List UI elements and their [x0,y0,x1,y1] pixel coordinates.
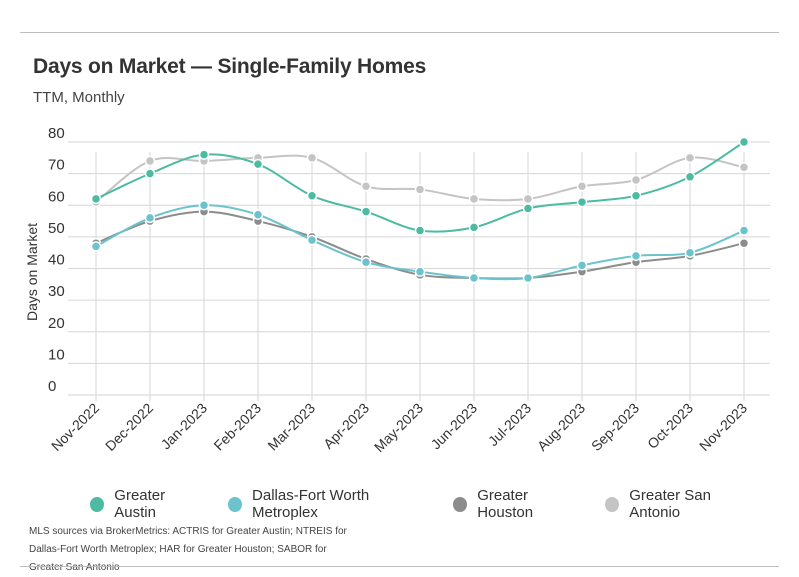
data-point [198,149,210,160]
legend: Greater Austin Dallas-Fort Worth Metrople… [90,487,759,521]
data-point [738,136,750,148]
data-point [360,181,372,192]
legend-label: Dallas-Fort Worth Metroplex [252,487,370,521]
data-point [144,168,156,179]
y-tick-label: 50 [48,220,65,237]
x-tick-label: May-2023 [371,400,426,455]
data-point [468,222,480,233]
series-group [90,136,750,284]
data-point [522,193,534,205]
top-divider [20,32,779,33]
data-point [414,225,426,236]
y-tick-label: 40 [48,252,65,269]
data-point [306,190,318,202]
data-point [198,200,210,211]
y-tick-label: 80 [48,125,65,142]
data-point [468,272,480,284]
x-tick-label: Nov-2022 [48,400,102,454]
data-point [522,203,534,214]
y-tick-label: 0 [48,378,56,395]
legend-label: Greater Houston [477,487,534,521]
data-point [468,193,480,205]
data-point [576,181,588,192]
data-point [414,184,426,195]
legend-item: Greater Austin [90,487,206,521]
x-tick-label: Jul-2023 [485,400,534,449]
data-point [252,158,264,170]
chart-title: Days on Market — Single-Family Homes [33,55,427,78]
data-point [630,190,642,202]
x-tick-label: Dec-2022 [102,400,156,454]
x-tick-label: Jan-2023 [158,400,211,453]
chart-subtitle: TTM, Monthly [33,89,125,106]
x-tick-label: Mar-2023 [264,400,318,454]
data-point [576,260,588,271]
x-tick-label: Jun-2023 [428,400,481,453]
x-tick-label: Sep-2023 [588,400,642,454]
series-greater-austin [90,136,750,236]
data-point [576,196,588,208]
data-point [252,209,264,220]
data-point [90,193,102,205]
x-tick-label: Feb-2023 [210,400,264,454]
bottom-divider [20,566,779,567]
data-point [144,155,156,167]
legend-item: Dallas-Fort Worth Metroplex [227,487,431,521]
x-tick-label: Apr-2023 [320,400,372,452]
y-tick-label: 10 [48,346,65,363]
x-axis-ticks: Nov-2022 Dec-2022 Jan-2023 Feb-2023 Mar-2023… [48,400,750,455]
data-point [684,152,696,164]
x-tick-label: Aug-2023 [534,400,588,454]
y-tick-label: 60 [48,188,65,205]
x-tick-label: Oct-2023 [644,400,696,452]
data-point [738,162,750,173]
data-point [522,272,534,284]
legend-swatch [90,496,105,512]
y-tick-label: 30 [48,283,65,300]
legend-swatch [452,496,468,512]
y-tick-label: 20 [48,315,65,332]
series-greater-san-antonio [90,152,750,208]
data-point [684,247,696,258]
legend-label: Greater Austin [114,487,166,521]
y-tick-label: 70 [48,157,65,174]
y-axis-label: Days on Market [24,223,40,321]
source-note: MLS sources via BrokerMetrics: ACTRIS fo… [29,526,347,573]
y-axis-ticks: 0 10 20 30 40 50 60 70 80 [48,125,65,395]
data-point [738,225,750,236]
series-dallas-fort-worth-metroplex [90,200,750,284]
legend-swatch [604,496,620,512]
data-point [360,206,372,217]
data-point [144,212,156,224]
data-point [90,241,102,252]
data-point [684,171,696,183]
data-point [738,237,750,249]
legend-swatch [227,496,243,512]
data-point [306,234,318,246]
data-point [360,256,372,268]
data-point [306,152,318,164]
legend-item: Greater Houston [452,487,583,521]
x-tick-label: Nov-2023 [696,400,750,454]
data-point [630,250,642,262]
data-point [414,266,426,277]
data-point [630,174,642,186]
legend-label: Greater San Antonio [629,487,711,521]
legend-item: Greater San Antonio [604,487,759,521]
